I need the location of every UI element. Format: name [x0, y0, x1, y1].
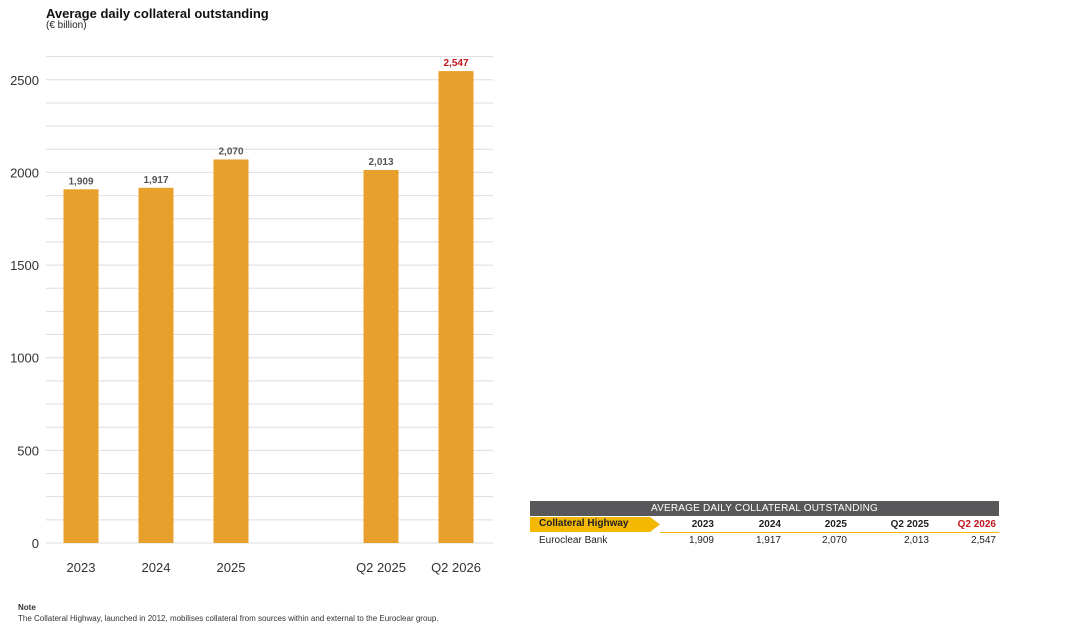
chart-subtitle: (€ billion) [46, 20, 87, 31]
row-header-arrow: Collateral Highway [530, 517, 660, 532]
x-tick-label: 2023 [67, 560, 96, 575]
col-header: 2025 [824, 519, 847, 530]
y-tick-label: 1000 [10, 351, 39, 366]
note-heading: Note [18, 603, 36, 612]
bar-value-label: 1,909 [68, 176, 93, 187]
col-header: 2024 [758, 519, 781, 530]
bar [63, 189, 99, 543]
x-tick-label: Q2 2026 [431, 560, 481, 575]
col-header-highlight: Q2 2026 [957, 519, 996, 530]
table-title: AVERAGE DAILY COLLATERAL OUTSTANDING [530, 501, 999, 516]
bar-value-label: 2,547 [443, 58, 468, 69]
bar-chart: 0 500 1000 1500 2000 2500 1,909 2023 1,917 2024 2,… [10, 56, 493, 575]
x-tick-label: 2025 [217, 560, 246, 575]
table-cell: 1,917 [755, 535, 781, 546]
bar-value-label: 2,070 [218, 146, 243, 157]
chart-title: Average daily collateral outstanding [46, 6, 269, 21]
table-cell: 2,013 [903, 535, 929, 546]
row-header-label: Collateral Highway [539, 518, 629, 529]
note-text: The Collateral Highway, launched in 2012… [18, 614, 439, 623]
col-header: Q2 2025 [890, 519, 929, 530]
y-tick-label: 2000 [10, 165, 39, 180]
header-underline [864, 532, 999, 533]
bar-value-label: 2,013 [368, 157, 393, 168]
y-tick-label: 1500 [10, 258, 39, 273]
table-cell: 2,070 [821, 535, 847, 546]
x-tick-label: Q2 2025 [356, 560, 406, 575]
x-tick-label: 2024 [142, 560, 171, 575]
summary-table: AVERAGE DAILY COLLATERAL OUTSTANDING Col… [530, 501, 999, 548]
bar [363, 170, 399, 544]
bar [138, 187, 174, 544]
table-cell: 2,547 [970, 535, 996, 546]
table-row: Euroclear Bank 1,909 1,917 2,070 2,013 2… [530, 534, 999, 548]
bar-value-label: 1,917 [143, 175, 168, 186]
col-header: 2023 [691, 519, 714, 530]
y-tick-label: 2500 [10, 73, 39, 88]
bar [438, 71, 474, 543]
y-tick-label: 0 [32, 536, 39, 551]
y-tick-label: 500 [17, 443, 39, 458]
row-name: Euroclear Bank [539, 535, 608, 546]
table-header-row: Collateral Highway 2023 2024 2025 Q2 202… [530, 517, 999, 534]
bar [213, 159, 249, 543]
table-cell: 1,909 [688, 535, 714, 546]
header-underline [660, 532, 864, 533]
